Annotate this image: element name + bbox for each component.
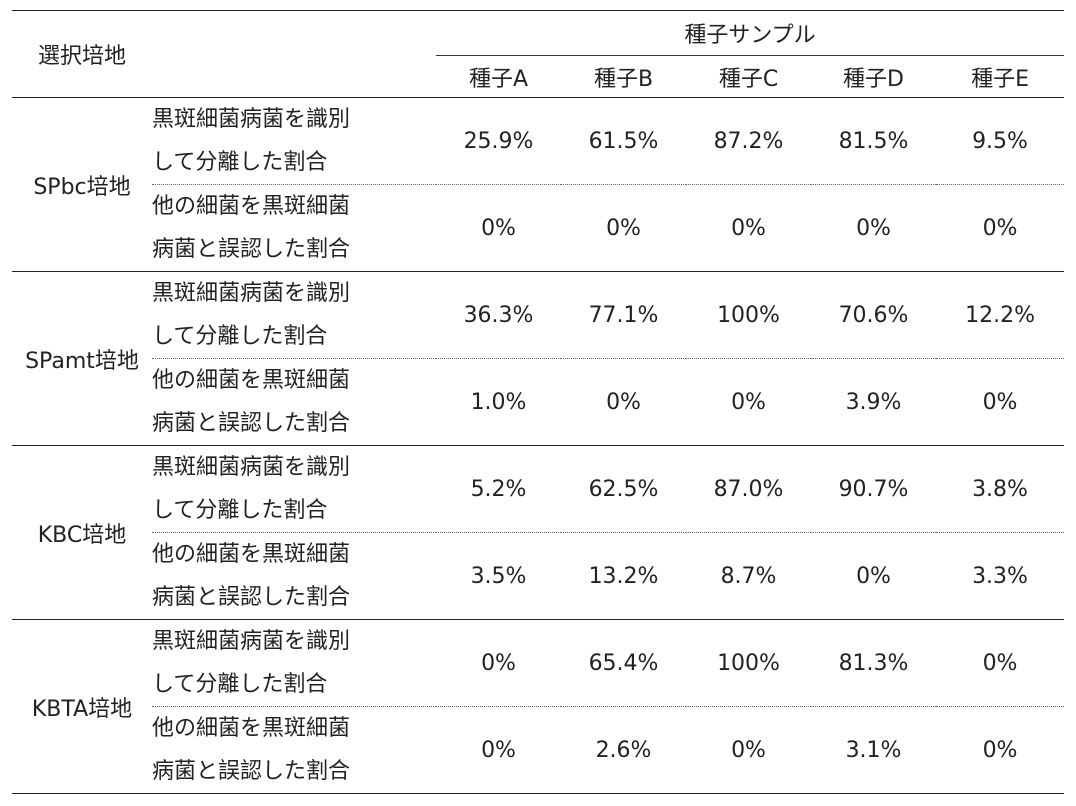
value-cell-sample-d: 70.6% bbox=[811, 271, 937, 359]
metric-label-line: 他の細菌を黒斑細菌 bbox=[152, 542, 351, 567]
value-cell-sample-b: 0% bbox=[561, 358, 687, 446]
value-cell-sample-b: 77.1% bbox=[561, 271, 687, 359]
metric-label-cell: 黒斑細菌病菌を識別 して分離した割合 bbox=[152, 445, 437, 533]
value-cell-sample-b: 65.4% bbox=[561, 619, 687, 707]
table-row: 他の細菌を黒斑細菌 病菌と誤認した割合 0% 0% 0% 0% 0% bbox=[12, 184, 1065, 272]
table-row: SPamt培地 黒斑細菌病菌を識別 して分離した割合 36.3% 77.1% 100% 70… bbox=[12, 271, 1065, 446]
value-cell-sample-a: 3.5% bbox=[436, 532, 562, 620]
value-cell-sample-b: 62.5% bbox=[561, 445, 687, 533]
table-row: KBTA培地 黒斑細菌病菌を識別 して分離した割合 0% 65.4% 100% 81.3% 0… bbox=[12, 619, 1065, 794]
value-cell-sample-e: 9.5% bbox=[936, 97, 1065, 185]
metric-label-line: して分離した割合 bbox=[152, 150, 328, 175]
value-cell-sample-e: 0% bbox=[936, 619, 1065, 707]
table-row: KBC培地 黒斑細菌病菌を識別 して分離した割合 5.2% 62.5% 87.0% 90.7… bbox=[12, 445, 1065, 620]
table-row: SPbc培地 黒斑細菌病菌を識別 して分離した割合 25.9% 61.5% 87.2% 81… bbox=[12, 97, 1065, 272]
value-cell-sample-d: 3.1% bbox=[811, 706, 937, 794]
value-cell-sample-e: 3.3% bbox=[936, 532, 1065, 620]
value-cell-sample-b: 13.2% bbox=[561, 532, 687, 620]
metric-label-line: 黒斑細菌病菌を識別 bbox=[152, 455, 351, 480]
value-cell-sample-b: 0% bbox=[561, 184, 687, 272]
medium-name-cell: KBTA培地 bbox=[12, 619, 152, 794]
value-cell-sample-e: 3.8% bbox=[936, 445, 1065, 533]
value-cell-sample-a: 36.3% bbox=[436, 271, 562, 359]
metric-label-cell: 他の細菌を黒斑細菌 病菌と誤認した割合 bbox=[152, 358, 437, 446]
metric-label-line: 黒斑細菌病菌を識別 bbox=[152, 107, 351, 132]
metric-label-line: 病菌と誤認した割合 bbox=[152, 237, 351, 262]
value-cell-sample-c: 100% bbox=[686, 619, 812, 707]
sample-header-a: 種子A bbox=[436, 55, 562, 98]
metric-label-cell: 黒斑細菌病菌を識別 して分離した割合 bbox=[152, 97, 437, 185]
metric-label-cell: 黒斑細菌病菌を識別 して分離した割合 bbox=[152, 619, 437, 707]
seed-sample-group-header: 種子サンプル bbox=[436, 10, 1065, 56]
value-cell-sample-a: 1.0% bbox=[436, 358, 562, 446]
value-cell-sample-e: 0% bbox=[936, 184, 1065, 272]
value-cell-sample-a: 25.9% bbox=[436, 97, 562, 185]
value-cell-sample-d: 3.9% bbox=[811, 358, 937, 446]
table-row: 他の細菌を黒斑細菌 病菌と誤認した割合 1.0% 0% 0% 3.9% 0% bbox=[12, 358, 1065, 446]
value-cell-sample-e: 12.2% bbox=[936, 271, 1065, 359]
metric-label-line: 病菌と誤認した割合 bbox=[152, 411, 351, 436]
value-cell-sample-b: 61.5% bbox=[561, 97, 687, 185]
sample-header-e: 種子E bbox=[936, 55, 1065, 98]
results-table: 選択培地 種子サンプル 種子A 種子B 種子C 種子D 種子E SPbc培地 黒斑… bbox=[12, 10, 1065, 794]
sample-header-d: 種子D bbox=[811, 55, 937, 98]
value-cell-sample-d: 81.3% bbox=[811, 619, 937, 707]
metric-label-cell: 他の細菌を黒斑細菌 病菌と誤認した割合 bbox=[152, 184, 437, 272]
metric-label-line: 病菌と誤認した割合 bbox=[152, 759, 351, 784]
value-cell-sample-c: 8.7% bbox=[686, 532, 812, 620]
value-cell-sample-c: 0% bbox=[686, 706, 812, 794]
sample-header-c: 種子C bbox=[686, 55, 812, 98]
metric-label-line: 他の細菌を黒斑細菌 bbox=[152, 368, 351, 393]
value-cell-sample-d: 0% bbox=[811, 184, 937, 272]
value-cell-sample-e: 0% bbox=[936, 706, 1065, 794]
metric-label-cell: 他の細菌を黒斑細菌 病菌と誤認した割合 bbox=[152, 706, 437, 794]
value-cell-sample-d: 0% bbox=[811, 532, 937, 620]
value-cell-sample-c: 87.0% bbox=[686, 445, 812, 533]
value-cell-sample-c: 0% bbox=[686, 358, 812, 446]
value-cell-sample-d: 90.7% bbox=[811, 445, 937, 533]
medium-name-cell: SPbc培地 bbox=[12, 97, 152, 272]
value-cell-sample-a: 0% bbox=[436, 184, 562, 272]
value-cell-sample-c: 0% bbox=[686, 184, 812, 272]
metric-label-line: 黒斑細菌病菌を識別 bbox=[152, 281, 351, 306]
metric-label-line: 黒斑細菌病菌を識別 bbox=[152, 629, 351, 654]
metric-label-line: 病菌と誤認した割合 bbox=[152, 585, 351, 610]
medium-name-cell: KBC培地 bbox=[12, 445, 152, 620]
metric-label-cell: 黒斑細菌病菌を識別 して分離した割合 bbox=[152, 271, 437, 359]
metric-label-line: して分離した割合 bbox=[152, 324, 328, 349]
value-cell-sample-a: 0% bbox=[436, 619, 562, 707]
value-cell-sample-e: 0% bbox=[936, 358, 1065, 446]
value-cell-sample-a: 0% bbox=[436, 706, 562, 794]
value-cell-sample-c: 100% bbox=[686, 271, 812, 359]
value-cell-sample-c: 87.2% bbox=[686, 97, 812, 185]
value-cell-sample-a: 5.2% bbox=[436, 445, 562, 533]
metric-label-cell: 他の細菌を黒斑細菌 病菌と誤認した割合 bbox=[152, 532, 437, 620]
medium-name-cell: SPamt培地 bbox=[12, 271, 152, 446]
metric-label-line: 他の細菌を黒斑細菌 bbox=[152, 716, 351, 741]
metric-label-line: して分離した割合 bbox=[152, 498, 328, 523]
value-cell-sample-d: 81.5% bbox=[811, 97, 937, 185]
table-row: 他の細菌を黒斑細菌 病菌と誤認した割合 3.5% 13.2% 8.7% 0% 3.3% bbox=[12, 532, 1065, 620]
table-row: 他の細菌を黒斑細菌 病菌と誤認した割合 0% 2.6% 0% 3.1% 0% bbox=[12, 706, 1065, 794]
sample-header-b: 種子B bbox=[561, 55, 687, 98]
metric-label-line: 他の細菌を黒斑細菌 bbox=[152, 194, 351, 219]
metric-label-line: して分離した割合 bbox=[152, 672, 328, 697]
value-cell-sample-b: 2.6% bbox=[561, 706, 687, 794]
medium-column-header: 選択培地 bbox=[12, 10, 437, 98]
